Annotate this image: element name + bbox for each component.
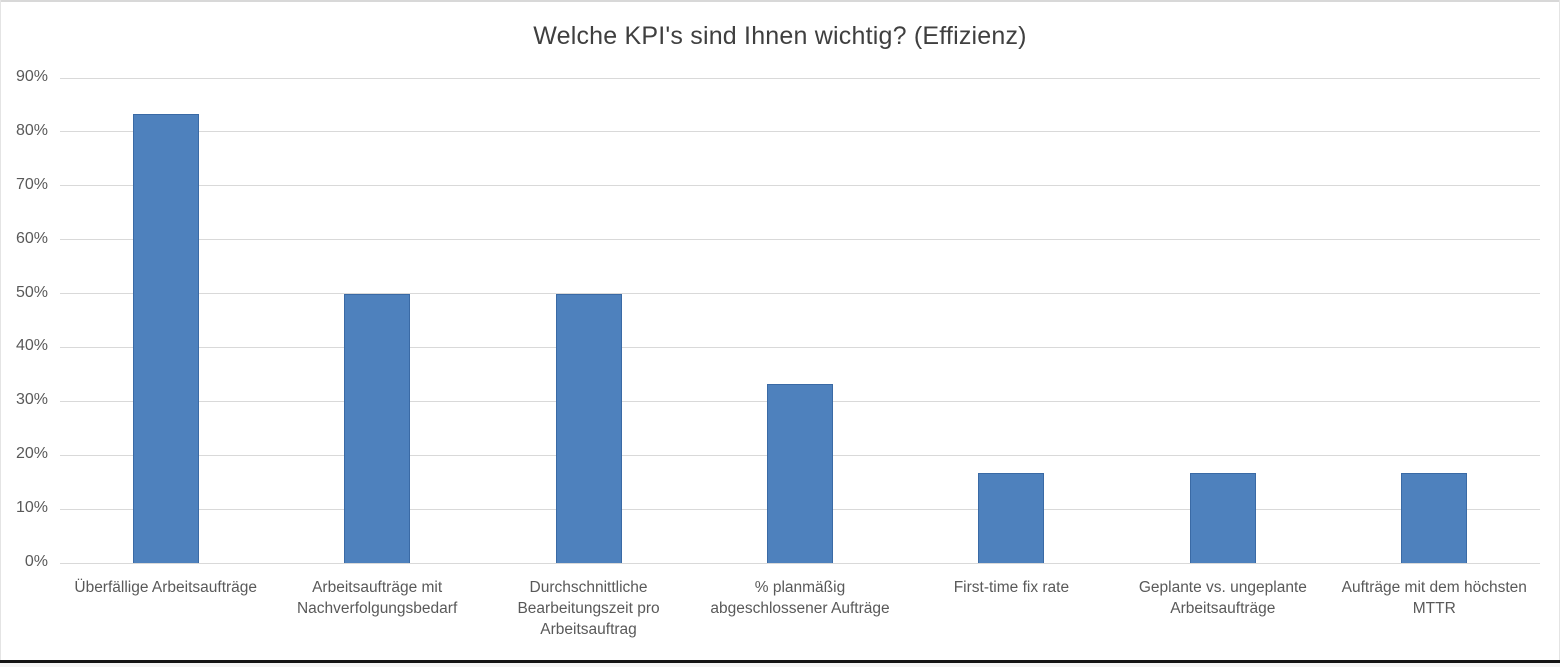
bar — [767, 383, 833, 563]
y-axis-tick-label: 40% — [15, 337, 48, 355]
x-axis-category-label: Durchschnittliche Bearbeitungszeit pro A… — [517, 579, 660, 638]
frame-bottom-border — [0, 660, 1560, 663]
bar — [1189, 473, 1256, 563]
x-axis-category-label: Arbeitsaufträge mit Nachverfolgungsbedar… — [296, 579, 458, 617]
gridline — [60, 562, 1540, 564]
bar — [555, 293, 622, 563]
gridline — [60, 77, 1540, 79]
frame-bottom-margin — [0, 663, 1560, 667]
y-axis-tick-label: 10% — [15, 499, 48, 517]
bar — [978, 473, 1045, 563]
frame-top-border — [0, 0, 1560, 2]
bar — [344, 293, 411, 563]
x-axis-category-label: Geplante vs. ungeplante Arbeitsaufträge — [1138, 579, 1307, 617]
gridline — [60, 293, 1540, 295]
y-axis-tick-label: 90% — [15, 68, 48, 85]
gridline — [60, 185, 1540, 187]
x-axis-category-label: Überfällige Arbeitsaufträge — [74, 579, 258, 596]
chart-title: Welche KPI's sind Ihnen wichtig? (Effizi… — [533, 22, 1027, 50]
y-axis-tick-label: 30% — [15, 391, 48, 409]
x-axis-category-label: % planmäßig abgeschlossener Aufträge — [710, 579, 890, 617]
frame-left-border — [0, 0, 1, 660]
x-axis-category-label: Aufträge mit dem höchsten MTTR — [1341, 579, 1527, 617]
x-axis-category-label: First-time fix rate — [953, 579, 1070, 596]
gridline — [60, 239, 1540, 241]
y-axis-tick-label: 60% — [15, 229, 48, 247]
gridline — [60, 346, 1540, 348]
y-axis-tick-label: 0% — [24, 553, 48, 570]
gridline — [60, 131, 1540, 133]
y-axis-tick-label: 20% — [15, 445, 48, 463]
y-axis-tick-label: 50% — [15, 283, 48, 301]
bar — [1401, 473, 1468, 563]
bar — [132, 114, 199, 563]
y-axis-tick-label: 80% — [15, 121, 48, 139]
y-axis-tick-label: 70% — [15, 175, 48, 193]
